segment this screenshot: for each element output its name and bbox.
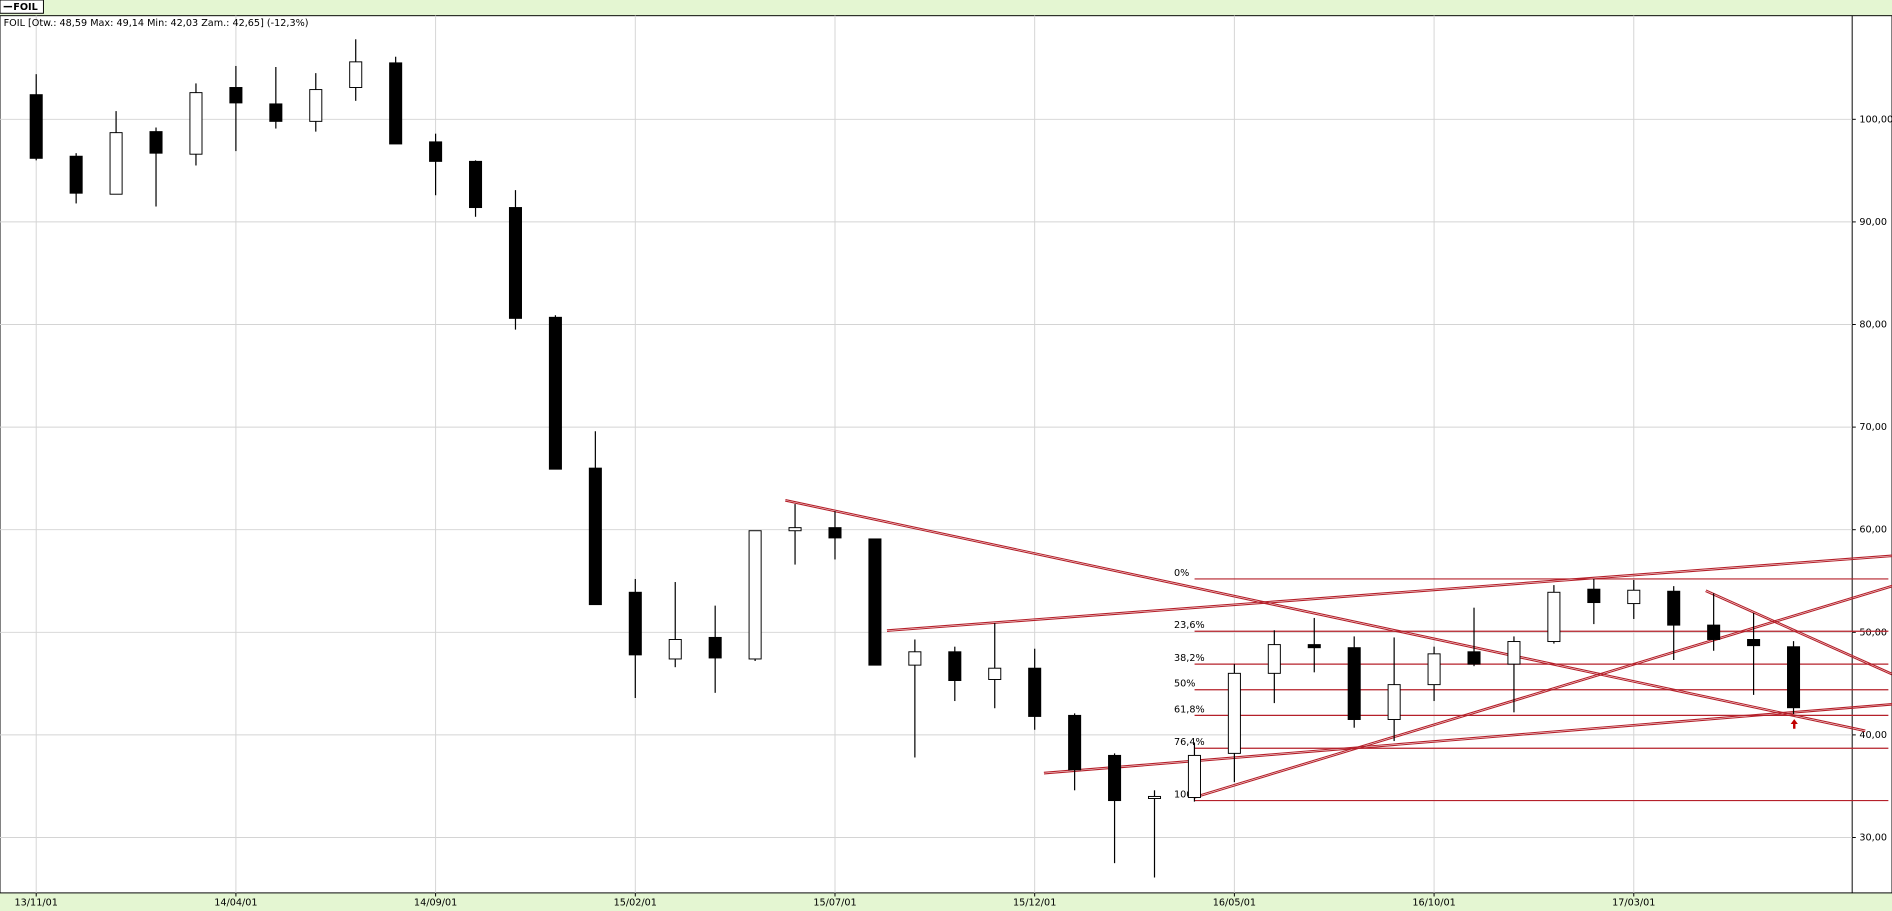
y-tick-label: 40,00 [1859, 730, 1887, 741]
signal-arrow [1790, 719, 1798, 729]
x-tick-label: 15/12/01 [1013, 898, 1056, 909]
candle-body [1028, 667, 1042, 717]
y-tick-label: 90,00 [1859, 217, 1887, 228]
candles [29, 39, 1801, 878]
fib-label: 76,4% [1174, 737, 1205, 748]
candle-body [469, 160, 483, 209]
trendline [886, 554, 1892, 631]
candle-body [1667, 590, 1681, 626]
candle-body [988, 667, 1002, 680]
candle-body [1427, 653, 1441, 686]
fib-label: 23,6% [1174, 620, 1205, 631]
candle-body [1587, 588, 1601, 604]
candle-body [1747, 639, 1761, 647]
annotations: 0% 23,6% 38,2% 50% 61,8% 76,4% 100% [785, 499, 1892, 802]
trendline [886, 556, 1892, 632]
x-tick-label: 14/09/01 [414, 898, 457, 909]
trendline [1043, 704, 1892, 775]
candle-body [588, 467, 602, 606]
candle-body [948, 651, 962, 682]
y-tick-label: 30,00 [1859, 832, 1887, 843]
candle-body [309, 89, 323, 122]
candle-body [1627, 589, 1641, 605]
fib-label: 61,8% [1174, 704, 1205, 715]
x-tick-label: 16/10/01 [1412, 898, 1455, 909]
x-tick-label: 14/04/01 [214, 898, 257, 909]
plot-area [0, 15, 1892, 894]
candle-body [109, 132, 123, 195]
y-tick-label: 50,00 [1859, 627, 1887, 638]
candle-body [708, 636, 722, 659]
y-tick-label: 80,00 [1859, 320, 1887, 331]
candle-body [908, 651, 922, 666]
candle-body [1307, 644, 1321, 649]
candle-body [349, 61, 363, 88]
x-tick-label: 16/05/01 [1213, 898, 1256, 909]
y-tick-label: 70,00 [1859, 422, 1887, 433]
candle-body [1068, 714, 1082, 771]
fib-label: 100% [1174, 790, 1202, 801]
candle-body [548, 316, 562, 470]
candle-body [1547, 591, 1561, 643]
candle-body [149, 131, 163, 154]
candle-body [1267, 644, 1281, 674]
candle-body [189, 92, 203, 155]
candle-body [1147, 795, 1162, 799]
fib-label: 38,2% [1174, 653, 1205, 664]
candle-body [1108, 754, 1122, 802]
candle-body [269, 103, 283, 122]
candle-body [29, 94, 43, 159]
candle-body [628, 591, 642, 656]
candle-body [1787, 646, 1801, 709]
candle-body [828, 527, 842, 539]
candle-body [788, 527, 802, 532]
y-tick-label: 60,00 [1859, 525, 1887, 536]
trendline [1705, 590, 1892, 676]
x-tick-label: 15/07/01 [813, 898, 856, 909]
tab[interactable] [0, 0, 44, 14]
candle-body [69, 155, 83, 194]
candle-body [389, 62, 403, 145]
candle-body [429, 141, 443, 162]
candle-body [1467, 651, 1481, 665]
candle-body [1227, 672, 1241, 754]
y-tick-label: 100,00 [1859, 114, 1892, 125]
trendline [785, 499, 1866, 731]
candle-body [229, 87, 243, 104]
grid: 30,00 40,00 50,00 60,00 70,00 80,00 90,00 100,0… [0, 15, 1892, 909]
candle-body [1347, 647, 1361, 720]
candle-body [1707, 624, 1721, 640]
candle-body [1387, 684, 1401, 720]
candle-body [1187, 754, 1201, 798]
trendline [1043, 702, 1892, 773]
tab-label[interactable]: FOIL [13, 2, 38, 13]
x-tick-label: 15/02/01 [614, 898, 657, 909]
fib-label: 0% [1174, 568, 1189, 579]
chart-title: FOIL [Otw.: 48,59 Max: 49,14 Min: 42,03 … [4, 18, 309, 29]
fib-label: 50% [1174, 679, 1195, 690]
candle-body [668, 639, 682, 660]
candle-body [868, 538, 882, 666]
candle-body [508, 207, 522, 319]
trendline [785, 500, 1866, 733]
trendline [1705, 589, 1892, 674]
x-tick-label: 17/03/01 [1612, 898, 1655, 909]
x-tick-label: 13/11/01 [15, 898, 58, 909]
candle-body [748, 530, 762, 660]
candle-body [1507, 641, 1521, 665]
trendline [1194, 584, 1892, 797]
